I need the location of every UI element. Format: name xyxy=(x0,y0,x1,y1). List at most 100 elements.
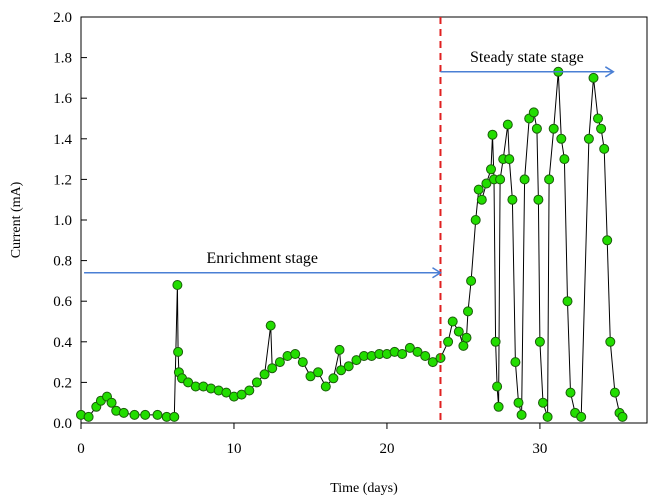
data-point xyxy=(259,369,270,380)
data-point xyxy=(458,340,469,351)
data-point xyxy=(593,113,603,124)
y-tick-label: 1.6 xyxy=(53,91,72,107)
data-point xyxy=(556,133,567,144)
data-point xyxy=(528,107,539,118)
data-point xyxy=(548,123,559,134)
stage-label: Steady state stage xyxy=(470,49,584,66)
data-point xyxy=(173,346,184,357)
data-point xyxy=(313,367,324,378)
data-point xyxy=(599,143,610,154)
data-point xyxy=(544,174,555,185)
y-tick-label: 1.2 xyxy=(53,172,72,188)
data-point xyxy=(481,178,492,189)
data-point xyxy=(533,194,544,205)
data-point xyxy=(534,336,545,347)
data-point xyxy=(397,349,408,359)
data-point xyxy=(244,385,255,396)
data-point xyxy=(605,336,616,347)
plot-frame xyxy=(80,16,648,424)
y-tick-label: 2.0 xyxy=(53,10,72,26)
data-point xyxy=(513,397,524,408)
x-tick-label: 30 xyxy=(532,441,547,457)
y-tick-label: 0.8 xyxy=(53,254,72,270)
data-point xyxy=(583,133,594,144)
data-point xyxy=(118,407,129,418)
data-point xyxy=(328,373,339,384)
data-point xyxy=(274,357,285,368)
data-point xyxy=(461,332,472,343)
data-point xyxy=(470,215,481,225)
data-point xyxy=(504,154,515,165)
y-tick-label: 0.0 xyxy=(53,416,72,432)
x-tick-label: 10 xyxy=(226,441,241,457)
data-point xyxy=(492,381,503,392)
data-point xyxy=(412,346,423,357)
data-point xyxy=(404,342,415,353)
data-point xyxy=(106,397,117,408)
data-point xyxy=(466,275,477,286)
data-point xyxy=(129,409,140,420)
data-point xyxy=(562,296,573,307)
data-point xyxy=(542,411,553,422)
y-tick-label: 1.0 xyxy=(53,213,72,229)
annotation-layer: Enrichment stage Steady state stage xyxy=(84,49,615,279)
data-point xyxy=(463,306,473,317)
stage-arrow-head xyxy=(432,267,442,279)
data-point xyxy=(453,326,464,337)
data-point xyxy=(609,387,620,398)
data-point xyxy=(507,194,518,205)
y-tick-label: 0.4 xyxy=(53,335,72,351)
data-point xyxy=(169,411,180,422)
x-axis-title: Time (days) xyxy=(330,481,398,496)
data-point xyxy=(172,280,183,290)
data-point xyxy=(320,381,331,392)
data-point xyxy=(495,174,506,185)
data-point xyxy=(236,389,247,400)
data-point xyxy=(336,365,347,376)
data-point xyxy=(290,349,301,359)
y-tick-label: 1.8 xyxy=(53,51,72,67)
y-tick-label: 0.6 xyxy=(53,294,72,310)
data-point xyxy=(476,194,487,205)
data-point xyxy=(427,357,438,368)
data-point xyxy=(343,361,354,372)
data-point xyxy=(297,357,308,368)
data-point xyxy=(519,174,530,185)
data-point xyxy=(565,387,576,398)
data-point xyxy=(559,154,570,165)
data-point xyxy=(305,371,316,382)
data-point xyxy=(493,401,504,412)
data-point xyxy=(267,363,278,374)
data-point xyxy=(473,184,484,195)
data-point xyxy=(502,119,513,130)
data-point xyxy=(516,409,527,420)
stage-label: Enrichment stage xyxy=(207,250,319,267)
y-axis: 0.0 0.2 0.4 0.6 0.8 1.0 1.2 1.4 1.6 1.8 2.0 xyxy=(53,10,87,432)
data-point xyxy=(576,411,587,422)
stage-arrow-head xyxy=(604,66,615,78)
data-point xyxy=(487,129,498,140)
series-layer xyxy=(76,66,628,422)
data-point xyxy=(596,123,607,134)
x-tick-label: 0 xyxy=(77,441,85,457)
data-point xyxy=(251,377,262,388)
data-point xyxy=(83,411,94,422)
data-point xyxy=(490,336,501,347)
y-axis-title: Current (mA) xyxy=(9,181,24,258)
data-point xyxy=(443,336,454,347)
data-point xyxy=(486,164,496,175)
data-point xyxy=(602,235,613,246)
data-point xyxy=(351,355,362,366)
x-axis: 0 10 20 30 xyxy=(77,423,547,457)
x-tick-label: 20 xyxy=(379,441,394,457)
data-point xyxy=(510,357,521,368)
data-point xyxy=(183,377,194,388)
y-tick-label: 0.2 xyxy=(53,375,72,391)
y-tick-label: 1.4 xyxy=(53,132,72,148)
data-point xyxy=(265,320,276,331)
data-point xyxy=(152,409,163,420)
data-point xyxy=(334,344,345,355)
data-point xyxy=(617,411,628,422)
data-point xyxy=(588,72,599,83)
